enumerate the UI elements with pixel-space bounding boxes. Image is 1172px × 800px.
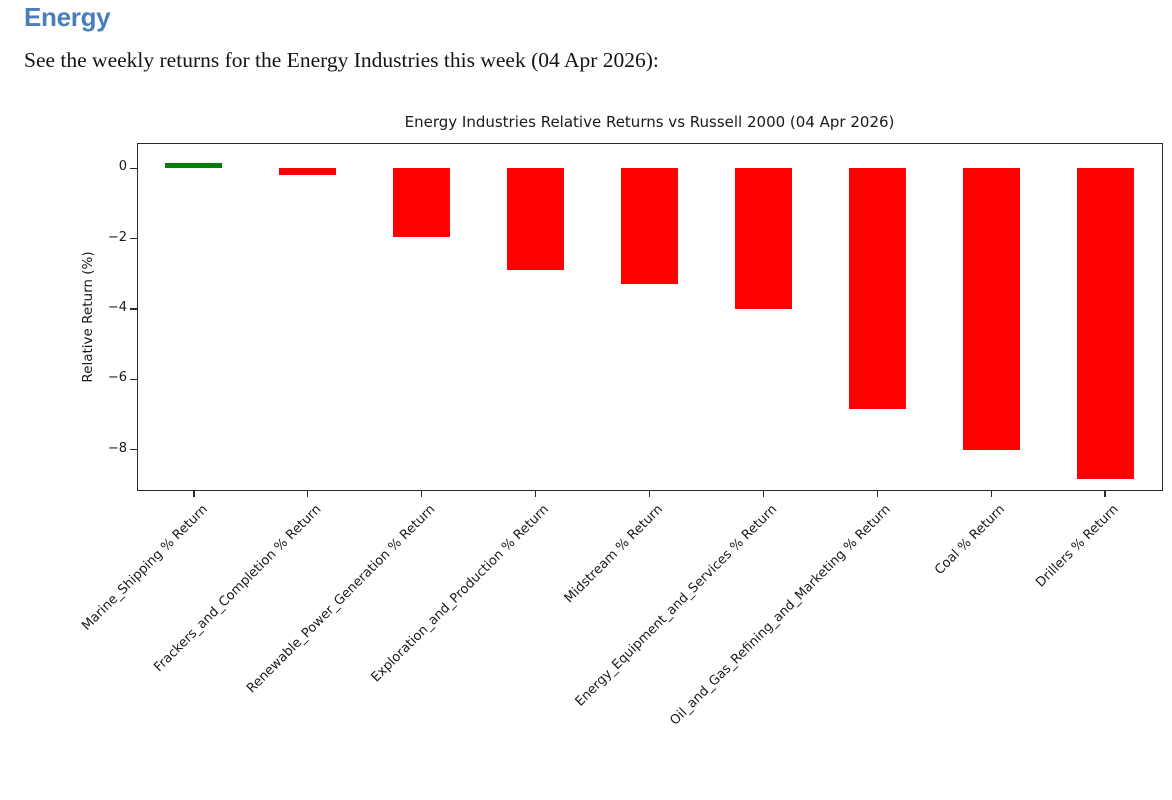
x-tick-label: Coal % Return	[931, 502, 1008, 578]
y-tick-mark	[130, 237, 137, 240]
x-tick-label: Exploration_and_Production % Return	[368, 502, 553, 686]
bar	[848, 168, 906, 410]
x-tick-label: Energy_Equipment_and_Services % Return	[572, 502, 780, 710]
bar	[621, 168, 678, 285]
y-tick-label: −4	[107, 299, 127, 315]
bar	[507, 168, 565, 271]
bar	[1076, 168, 1134, 480]
x-tick-label: Drillers % Return	[1033, 502, 1122, 591]
x-tick-mark	[534, 490, 537, 497]
y-tick-mark	[130, 448, 137, 451]
intro-text: See the weekly returns for the Energy In…	[24, 48, 659, 72]
bar	[279, 168, 337, 176]
bar	[734, 168, 792, 309]
y-tick-label: −6	[107, 370, 127, 386]
section-heading: Energy	[24, 2, 111, 32]
bar	[393, 168, 451, 237]
y-tick-mark	[130, 308, 137, 310]
x-tick-mark	[421, 490, 423, 497]
x-tick-label: Marine_Shipping % Return	[78, 502, 211, 634]
x-tick-mark	[990, 490, 992, 497]
y-tick-label: 0	[118, 159, 127, 175]
y-axis-label: Relative Return (%)	[80, 250, 96, 383]
x-tick-label: Midstream % Return	[561, 502, 667, 607]
x-tick-mark	[648, 490, 651, 497]
bar	[165, 163, 223, 169]
x-tick-label: Oil_and_Gas_Refining_and_Marketing % Ret…	[667, 502, 894, 729]
x-tick-mark	[307, 490, 309, 497]
x-tick-label: Renewable_Power_Generation % Return	[244, 502, 439, 697]
x-tick-mark	[762, 490, 765, 497]
y-tick-mark	[130, 167, 137, 169]
y-tick-label: −2	[107, 229, 127, 245]
bar	[962, 168, 1020, 450]
x-tick-mark	[876, 490, 878, 497]
x-tick-mark	[193, 490, 195, 497]
x-tick-mark	[1104, 490, 1106, 497]
y-tick-mark	[130, 378, 137, 380]
chart-title: Energy Industries Relative Returns vs Ru…	[404, 113, 895, 131]
y-tick-label: −8	[107, 440, 127, 456]
